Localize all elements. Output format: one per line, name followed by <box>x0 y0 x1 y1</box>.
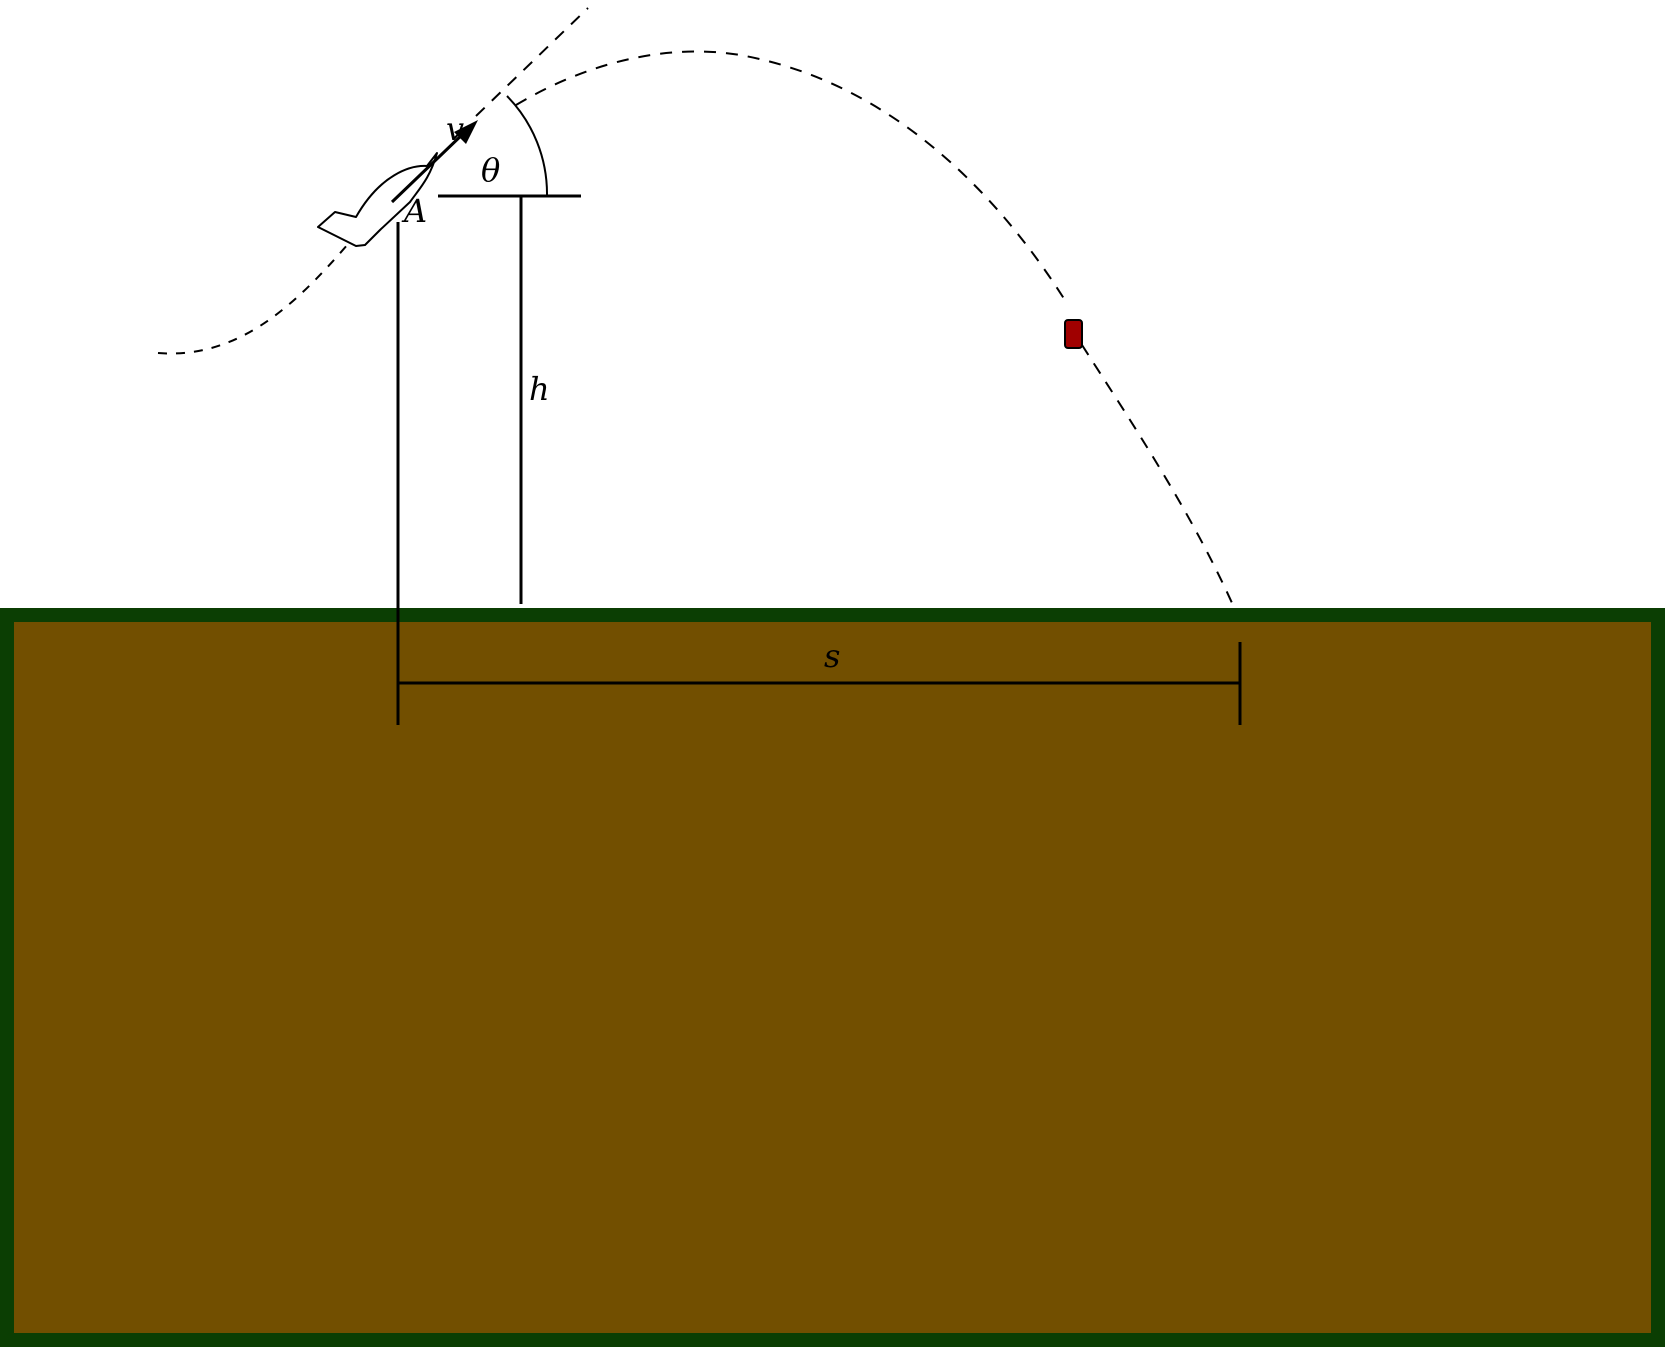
ground <box>0 608 1665 1347</box>
package <box>1064 319 1083 349</box>
aircraft-flight-path <box>157 229 361 355</box>
angle-arc <box>506 95 549 197</box>
velocity-vector <box>390 129 468 204</box>
velocity-direction-extension <box>475 7 589 117</box>
aircraft-outline <box>317 152 438 247</box>
label-s: s <box>824 637 840 675</box>
label-v: v <box>446 110 464 148</box>
projectile-trajectory <box>515 50 1233 604</box>
label-a: A <box>401 192 427 230</box>
label-h: h <box>529 370 550 408</box>
velocity-arrowhead <box>454 120 478 144</box>
label-theta: θ <box>481 151 500 189</box>
